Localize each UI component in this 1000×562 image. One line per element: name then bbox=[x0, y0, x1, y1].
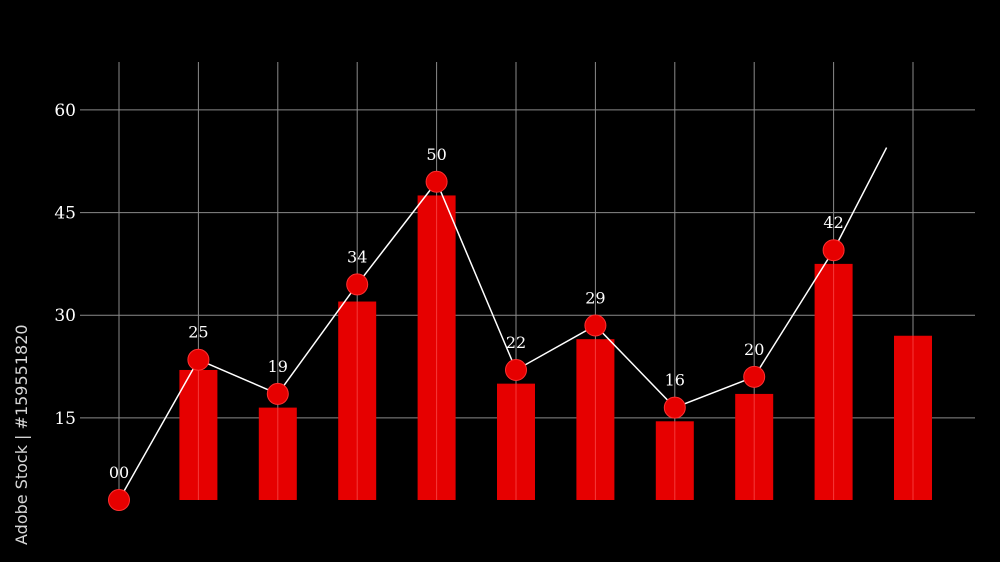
data-label: 22 bbox=[506, 333, 526, 352]
data-point bbox=[743, 365, 766, 388]
data-point bbox=[505, 358, 527, 381]
y-tick-label: 30 bbox=[54, 306, 76, 326]
y-tick-label: 15 bbox=[54, 409, 76, 429]
data-point bbox=[822, 239, 845, 262]
y-axis-ticks: 15 30 45 60 bbox=[54, 101, 76, 429]
data-point bbox=[663, 396, 686, 419]
y-tick-label: 45 bbox=[54, 204, 76, 224]
data-label: 42 bbox=[823, 213, 843, 232]
data-label: 29 bbox=[585, 288, 605, 307]
data-label: 19 bbox=[268, 357, 288, 376]
data-point bbox=[187, 348, 210, 371]
data-label: 25 bbox=[188, 323, 208, 342]
side-watermark: Adobe Stock | #159551820 bbox=[12, 324, 31, 545]
data-label: 34 bbox=[347, 247, 367, 266]
data-label: 50 bbox=[426, 145, 446, 164]
data-point bbox=[584, 314, 607, 337]
y-tick-label: 60 bbox=[54, 101, 76, 121]
data-point bbox=[346, 273, 369, 296]
data-label: 20 bbox=[744, 340, 764, 359]
data-point bbox=[266, 382, 289, 405]
data-label: 00 bbox=[109, 463, 129, 482]
bars bbox=[179, 195, 932, 500]
line-layer: 00 25 19 34 50 22 29 16 20 42 bbox=[108, 145, 888, 511]
data-label: 16 bbox=[665, 371, 685, 390]
data-point bbox=[425, 170, 448, 193]
data-point bbox=[108, 489, 130, 511]
